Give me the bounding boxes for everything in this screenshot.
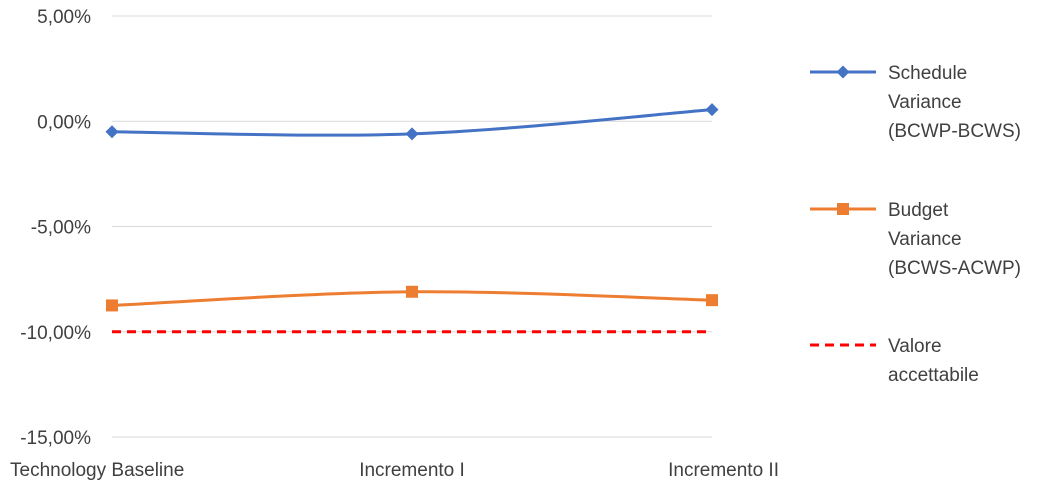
legend-label: Valore accettabile xyxy=(888,336,979,386)
data-point xyxy=(106,299,118,312)
legend-label: Budget Variance (BCWS-ACWP) xyxy=(888,200,1021,279)
legend-entry: Budget Variance (BCWS-ACWP) xyxy=(810,200,1021,279)
series-2 xyxy=(106,285,718,312)
legend-swatch-marker xyxy=(836,65,850,79)
y-tick-label: 0,00% xyxy=(37,112,91,133)
data-point xyxy=(706,294,718,307)
y-tick-label: 5,00% xyxy=(37,7,91,28)
data-point xyxy=(705,103,719,117)
x-tick-label: Incremento I xyxy=(359,460,465,481)
legend-entry: Schedule Variance (BCWP-BCWS) xyxy=(810,63,1021,142)
legend-label-line: Variance xyxy=(888,92,962,113)
y-tick-label: -15,00% xyxy=(20,428,91,449)
series-1 xyxy=(105,103,719,141)
y-tick-label: -5,00% xyxy=(31,218,91,239)
gridlines xyxy=(112,15,712,438)
legend-swatch-marker xyxy=(837,203,849,215)
series-group xyxy=(105,103,719,334)
legend-label-line: (BCWS-ACWP) xyxy=(888,258,1021,279)
x-tick-label: Incremento II xyxy=(668,460,779,481)
y-axis-tick-labels: 5,00% 0,00% -5,00% -10,00% -15,00% xyxy=(20,7,91,449)
legend-label-line: (BCWP-BCWS) xyxy=(888,121,1021,142)
data-point xyxy=(105,125,119,139)
data-point xyxy=(405,127,419,141)
legend-label-line: Valore xyxy=(888,336,942,357)
y-tick-label: -10,00% xyxy=(20,323,91,344)
data-point xyxy=(406,285,418,298)
legend-entry: Valore accettabile xyxy=(810,336,979,386)
legend: Schedule Variance (BCWP-BCWS) Budget Varianc… xyxy=(810,63,1021,386)
legend-label-line: Schedule xyxy=(888,63,967,84)
legend-label-line: Variance xyxy=(888,229,962,250)
legend-label: Schedule Variance (BCWP-BCWS) xyxy=(888,63,1021,142)
legend-label-line: accettabile xyxy=(888,365,979,386)
x-axis-tick-labels: Technology Baseline Incremento I Increment… xyxy=(10,460,779,481)
x-tick-label: Technology Baseline xyxy=(10,460,184,481)
legend-label-line: Budget xyxy=(888,200,949,221)
